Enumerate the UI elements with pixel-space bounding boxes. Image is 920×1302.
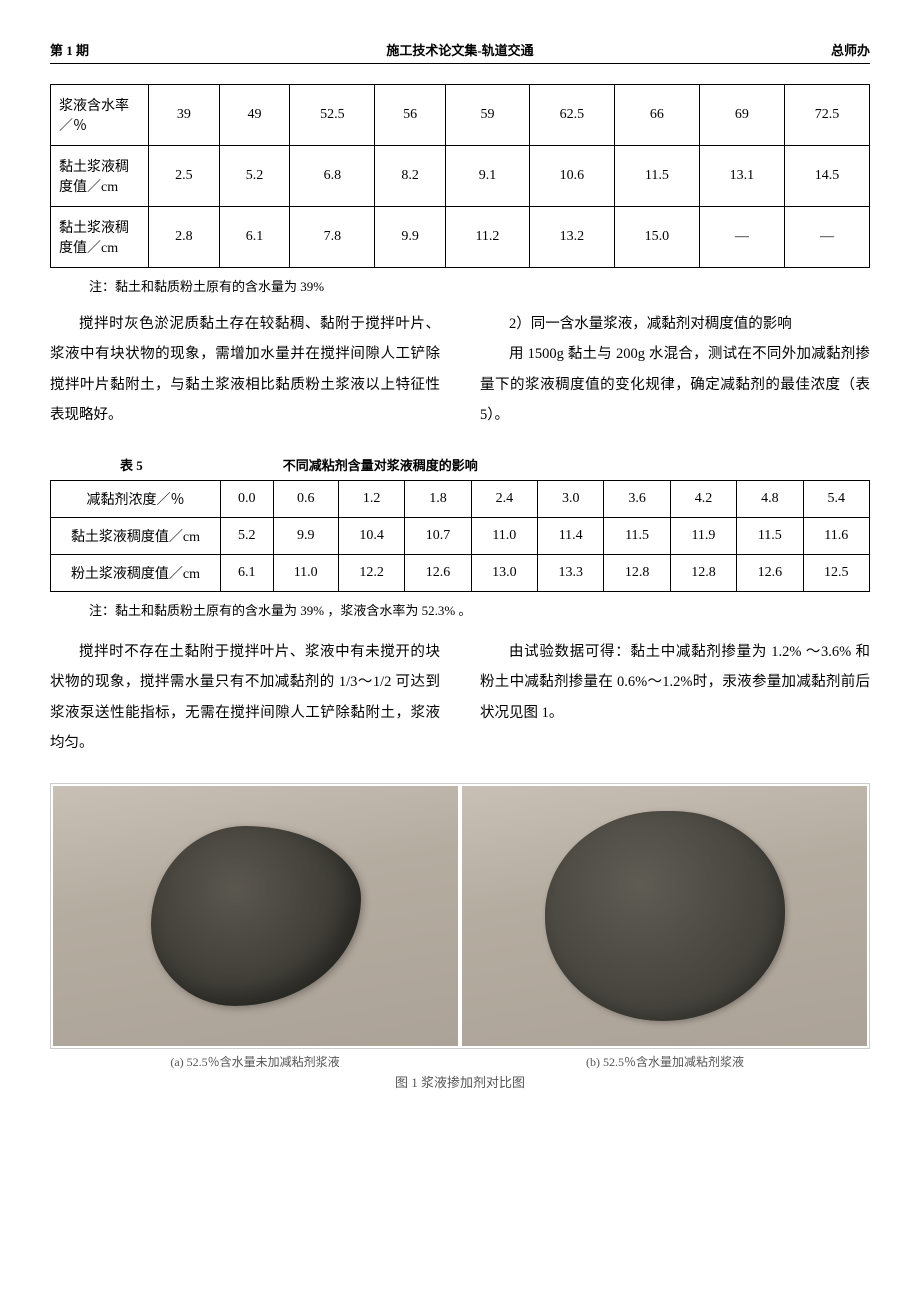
- table-cell: 12.2: [338, 554, 404, 591]
- table-cell: 2.8: [149, 207, 220, 268]
- row-label: 黏土浆液稠度值／cm: [51, 146, 149, 207]
- table-cell: 11.2: [445, 207, 529, 268]
- header-left: 第 1 期: [50, 40, 89, 59]
- row-label: 粉土浆液稠度值／cm: [51, 554, 221, 591]
- table-row: 浆液含水率／％394952.5565962.5666972.5: [51, 85, 870, 146]
- table-cell: 11.9: [670, 517, 736, 554]
- table2-heading: 表 5 不同减粘剂含量对浆液稠度的影响: [50, 455, 870, 474]
- table-cell: 11.5: [614, 146, 699, 207]
- figure-caption-a: (a) 52.5％含水量未加减粘剂浆液: [50, 1053, 460, 1070]
- table-cell: 72.5: [784, 85, 869, 146]
- section-1: 搅拌时灰色淤泥质黏土存在较黏稠、黏附于搅拌叶片、浆液中有块状物的现象，需增加水量…: [50, 309, 870, 431]
- table-row: 黏土浆液稠度值／cm2.86.17.89.911.213.215.0——: [51, 207, 870, 268]
- table-cell: 59: [445, 85, 529, 146]
- table-cell: 10.6: [529, 146, 614, 207]
- table-cell: 11.5: [737, 517, 803, 554]
- table-header-cell: 3.6: [604, 480, 670, 517]
- table-water-content: 浆液含水率／％394952.5565962.5666972.5黏土浆液稠度值／c…: [50, 84, 870, 268]
- table-cell: 69: [699, 85, 784, 146]
- table-cell: 12.8: [670, 554, 736, 591]
- table-cell: 56: [375, 85, 446, 146]
- section1-left-para: 搅拌时灰色淤泥质黏土存在较黏稠、黏附于搅拌叶片、浆液中有块状物的现象，需增加水量…: [50, 309, 440, 431]
- figure-b: [462, 786, 867, 1046]
- table-cell: 62.5: [529, 85, 614, 146]
- table-cell: 5.2: [219, 146, 290, 207]
- table-cell: 2.5: [149, 146, 220, 207]
- section2-left-para: 搅拌时不存在土黏附于搅拌叶片、浆液中有未搅开的块状物的现象，搅拌需水量只有不加减…: [50, 637, 440, 759]
- table2-label: 表 5: [120, 455, 143, 474]
- table-cell: 13.2: [529, 207, 614, 268]
- table-cell: 11.4: [538, 517, 604, 554]
- table-header-cell: 5.4: [803, 480, 870, 517]
- table-cell: 9.1: [445, 146, 529, 207]
- table-cell: 13.1: [699, 146, 784, 207]
- slurry-blob-a: [151, 826, 361, 1006]
- table-cell: 5.2: [221, 517, 274, 554]
- table-cell: 10.7: [405, 517, 471, 554]
- table-cell: 12.8: [604, 554, 670, 591]
- table-cell: 10.4: [338, 517, 404, 554]
- table-header-cell: 3.0: [538, 480, 604, 517]
- figure-caption-b: (b) 52.5％含水量加减粘剂浆液: [460, 1053, 870, 1070]
- table-cell: 13.3: [538, 554, 604, 591]
- table-cell: 39: [149, 85, 220, 146]
- table1-note: 注：黏土和黏质粉土原有的含水量为 39%: [50, 276, 870, 295]
- row-label: 浆液含水率／％: [51, 85, 149, 146]
- table-header-cell: 0.6: [273, 480, 338, 517]
- table-cell: 9.9: [273, 517, 338, 554]
- section1-right-para-a: 2）同一含水量浆液，减黏剂对稠度值的影响: [480, 309, 870, 339]
- table-header-cell: 4.8: [737, 480, 803, 517]
- table-cell: 15.0: [614, 207, 699, 268]
- table-cell: —: [699, 207, 784, 268]
- table-cell: 11.5: [604, 517, 670, 554]
- section-2: 搅拌时不存在土黏附于搅拌叶片、浆液中有未搅开的块状物的现象，搅拌需水量只有不加减…: [50, 637, 870, 759]
- table-cell: 11.0: [471, 517, 537, 554]
- table-cell: 11.6: [803, 517, 870, 554]
- figure-images: [50, 783, 870, 1049]
- row-label: 黏土浆液稠度值／cm: [51, 207, 149, 268]
- table-cell: 66: [614, 85, 699, 146]
- page-header: 第 1 期 施工技术论文集-轨道交通 总师办: [50, 40, 870, 64]
- table-cell: 6.1: [221, 554, 274, 591]
- figure-title: 图 1 浆液掺加剂对比图: [50, 1072, 870, 1091]
- figure-captions: (a) 52.5％含水量未加减粘剂浆液 (b) 52.5％含水量加减粘剂浆液: [50, 1053, 870, 1070]
- table-header-cell: 1.8: [405, 480, 471, 517]
- slurry-blob-b: [545, 811, 785, 1021]
- table-cell: —: [784, 207, 869, 268]
- table-cell: 12.6: [405, 554, 471, 591]
- table-cell: 8.2: [375, 146, 446, 207]
- table2-title: 不同减粘剂含量对浆液稠度的影响: [283, 455, 478, 474]
- table-header-cell: 0.0: [221, 480, 274, 517]
- table-header-cell: 1.2: [338, 480, 404, 517]
- figure-1: (a) 52.5％含水量未加减粘剂浆液 (b) 52.5％含水量加减粘剂浆液 图…: [50, 783, 870, 1091]
- table-cell: 14.5: [784, 146, 869, 207]
- figure-a: [53, 786, 458, 1046]
- table-cell: 12.6: [737, 554, 803, 591]
- section1-right-para-b: 用 1500g 黏土与 200g 水混合，测试在不同外加减黏剂掺量下的浆液稠度值…: [480, 339, 870, 430]
- table-header-cell: 4.2: [670, 480, 736, 517]
- table-row: 黏土浆液稠度值／cm2.55.26.88.29.110.611.513.114.…: [51, 146, 870, 207]
- header-center: 施工技术论文集-轨道交通: [386, 40, 533, 59]
- table-cell: 11.0: [273, 554, 338, 591]
- table-cell: 6.8: [290, 146, 375, 207]
- table2-note: 注：黏土和黏质粉土原有的含水量为 39% ，浆液含水率为 52.3% 。: [50, 600, 870, 619]
- table-cell: 7.8: [290, 207, 375, 268]
- table-cell: 9.9: [375, 207, 446, 268]
- section2-right-para: 由试验数据可得：黏土中减黏剂掺量为 1.2% ～3.6% 和粉土中减黏剂掺量在 …: [480, 637, 870, 728]
- header-right: 总师办: [831, 40, 870, 59]
- table-header-cell: 减黏剂浓度／％: [51, 480, 221, 517]
- table-row: 黏土浆液稠度值／cm5.29.910.410.711.011.411.511.9…: [51, 517, 870, 554]
- table-header-cell: 2.4: [471, 480, 537, 517]
- table-row: 粉土浆液稠度值／cm6.111.012.212.613.013.312.812.…: [51, 554, 870, 591]
- table-cell: 6.1: [219, 207, 290, 268]
- row-label: 黏土浆液稠度值／cm: [51, 517, 221, 554]
- table-cell: 13.0: [471, 554, 537, 591]
- table-cell: 49: [219, 85, 290, 146]
- table-cell: 52.5: [290, 85, 375, 146]
- table-viscosity-reducer: 减黏剂浓度／％0.00.61.21.82.43.03.64.24.85.4 黏土…: [50, 480, 870, 592]
- table-cell: 12.5: [803, 554, 870, 591]
